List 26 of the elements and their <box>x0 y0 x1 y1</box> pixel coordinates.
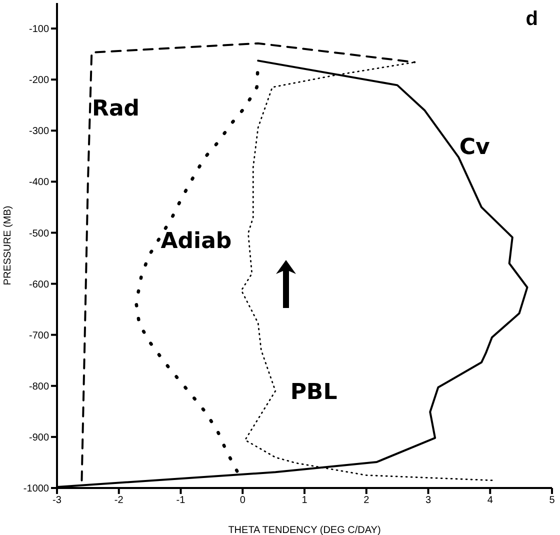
y-tick-label: -500 <box>28 228 50 240</box>
x-tick-label: 1 <box>302 495 308 506</box>
x-tick-label: 3 <box>425 495 432 506</box>
y-axis-title: PRESSURE (MB) <box>2 206 14 286</box>
y-tick-label: -900 <box>28 432 50 444</box>
y-tick-label: -600 <box>28 279 50 290</box>
x-tick-label: 0 <box>240 495 246 506</box>
x-tick-label: -2 <box>114 495 124 506</box>
y-tick-label: -100 <box>28 24 50 36</box>
x-tick-label: 5 <box>549 495 556 506</box>
y-tick-label: -1000 <box>23 484 50 495</box>
x-tick-label: -1 <box>176 495 186 506</box>
annotation: d <box>526 8 538 31</box>
y-tick-label: -700 <box>28 330 50 342</box>
series-label: PBL <box>290 380 338 405</box>
series-label: Rad <box>92 96 140 122</box>
y-tick-label: -400 <box>28 177 50 188</box>
series-label: Cv <box>459 134 491 160</box>
y-tick-label: -800 <box>28 381 50 392</box>
y-tick-label: -200 <box>28 75 50 86</box>
y-tick-label: -300 <box>28 126 50 138</box>
series-label: Adiab <box>160 229 232 254</box>
x-tick-label: -3 <box>52 495 62 506</box>
x-tick-label: 4 <box>487 495 494 506</box>
x-tick-label: 2 <box>364 495 370 506</box>
x-axis-title: THETA TENDENCY (DEG C/DAY) <box>228 525 381 535</box>
